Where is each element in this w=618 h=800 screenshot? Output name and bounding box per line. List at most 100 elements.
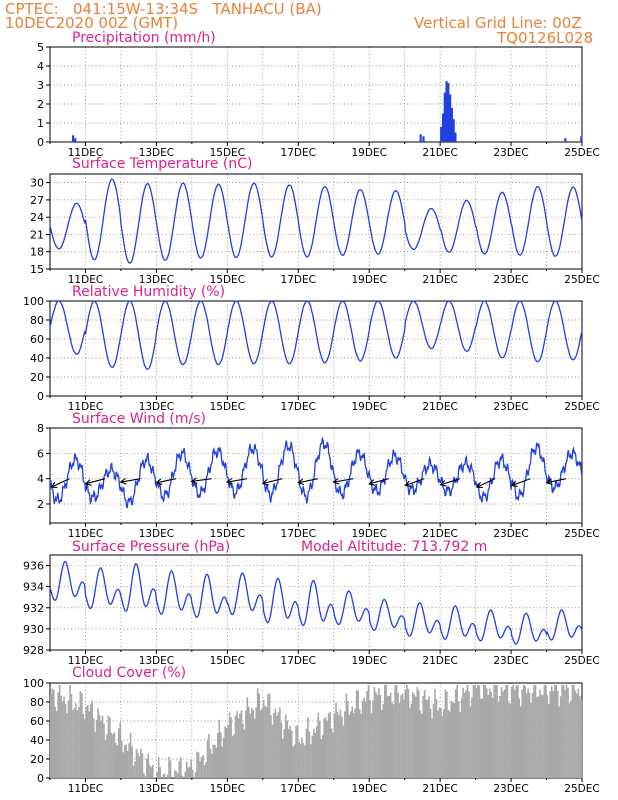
y-tick-label: 100 [23, 295, 44, 308]
wind-arrow-head [190, 477, 198, 485]
y-tick-label: 1 [37, 117, 44, 130]
cloud-bar [293, 744, 296, 778]
cloud-bar [73, 707, 76, 778]
cloud-bar [434, 689, 436, 778]
wind-arrow-shaft [298, 478, 318, 484]
x-tick-label: 15DEC [210, 147, 245, 159]
cloud-bar [499, 696, 501, 778]
cloud-bar [190, 759, 192, 778]
cloud-bar [367, 684, 370, 778]
y-tick-label: 40 [30, 734, 44, 747]
cloud-bar [431, 718, 433, 778]
x-tick-label: 13DEC [139, 528, 174, 540]
y-tick-label: 6 [37, 447, 44, 460]
precip-bar [440, 126, 443, 142]
cloud-bar [326, 721, 328, 778]
y-tick-label: 936 [23, 560, 44, 573]
cloud-bar [314, 733, 317, 778]
cloud-bar [138, 756, 141, 778]
cloud-bar [107, 715, 110, 778]
wind-arrow-head [545, 478, 553, 486]
wind-arrow-shaft [85, 478, 106, 485]
panel-title: Surface Pressure (hPa) [72, 539, 230, 555]
cloud-bar [259, 710, 262, 778]
cloud-bar [323, 718, 325, 778]
cloud-bar [556, 691, 559, 778]
y-tick-label: 3 [37, 79, 44, 92]
cloud-bar [66, 713, 68, 778]
cloud-bar [518, 698, 521, 778]
cloud-bar [333, 713, 336, 778]
cloud-bar [388, 695, 391, 778]
cloud-bar [103, 723, 105, 778]
cloud-bar [394, 685, 396, 778]
cloud-bar [112, 734, 114, 778]
y-tick-label: 5 [37, 41, 44, 54]
y-tick-label: 4 [37, 60, 44, 73]
cloud-bar [459, 711, 461, 778]
cloud-bar [67, 700, 70, 778]
cloud-bar [338, 715, 340, 778]
cloud-bar [97, 707, 99, 778]
wind-arrow-head [404, 480, 412, 487]
cloud-bar [502, 691, 504, 778]
cloud-bar [555, 684, 557, 778]
cloud-bar [496, 685, 498, 778]
precip-bar [441, 113, 445, 142]
cloud-bar [487, 695, 490, 778]
cloud-bar [180, 757, 182, 778]
y-tick-label: 15 [30, 263, 44, 276]
cloud-bar [316, 726, 318, 778]
wind-arrow-shaft [546, 478, 567, 484]
cloud-bar [126, 751, 129, 778]
cloud-bar [240, 710, 243, 778]
cloud-bar [403, 699, 405, 778]
cloud-bar [202, 755, 204, 778]
cloud-bar [477, 685, 479, 778]
x-tick-label: 21DEC [422, 783, 457, 795]
cloud-bar [188, 766, 191, 778]
cloud-bar [113, 732, 116, 778]
cloud-bar [81, 693, 83, 778]
cloud-bar [184, 771, 187, 778]
panel-frame [49, 300, 583, 397]
x-tick-label: 25DEC [564, 783, 599, 795]
cloud-bar [282, 738, 284, 778]
cloud-bar [475, 688, 478, 778]
y-tick-label: 80 [30, 314, 44, 327]
cloud-bar [432, 703, 435, 778]
cloud-bar [224, 726, 226, 778]
cloud-bar [194, 771, 197, 778]
cloud-bar [567, 687, 569, 778]
cloud-bar [151, 764, 154, 778]
cloud-bar [131, 746, 133, 778]
cloud-bar [397, 692, 399, 778]
cloud-bar [249, 713, 252, 778]
y-tick-label: 20 [30, 371, 44, 384]
cloud-bar [454, 689, 457, 778]
cloud-bar [564, 689, 566, 778]
cloud-bar [239, 713, 241, 778]
cloud-bar [221, 746, 224, 778]
header-run-date: 10DEC2020 00Z (GMT) [5, 14, 179, 32]
cloud-bar [565, 684, 568, 778]
cloud-bar [141, 753, 144, 778]
x-tick-label: 23DEC [493, 274, 528, 286]
cloud-bar [100, 720, 102, 778]
precip-bar [74, 138, 77, 142]
cloud-bar [55, 711, 58, 778]
y-tick-label: 0 [37, 772, 44, 785]
cloud-bar [579, 696, 581, 778]
cloud-bar [438, 707, 441, 778]
cloud-bar [185, 761, 188, 778]
humidity-line [49, 300, 583, 370]
cloud-bar [540, 695, 543, 778]
cloud-bar [344, 711, 346, 778]
cloud-bar [147, 753, 150, 778]
cloud-bar [573, 684, 575, 778]
cloud-bar [258, 693, 260, 778]
cloud-bar [205, 762, 207, 778]
cloud-bar [506, 684, 509, 778]
x-tick-label: 11DEC [68, 401, 103, 413]
